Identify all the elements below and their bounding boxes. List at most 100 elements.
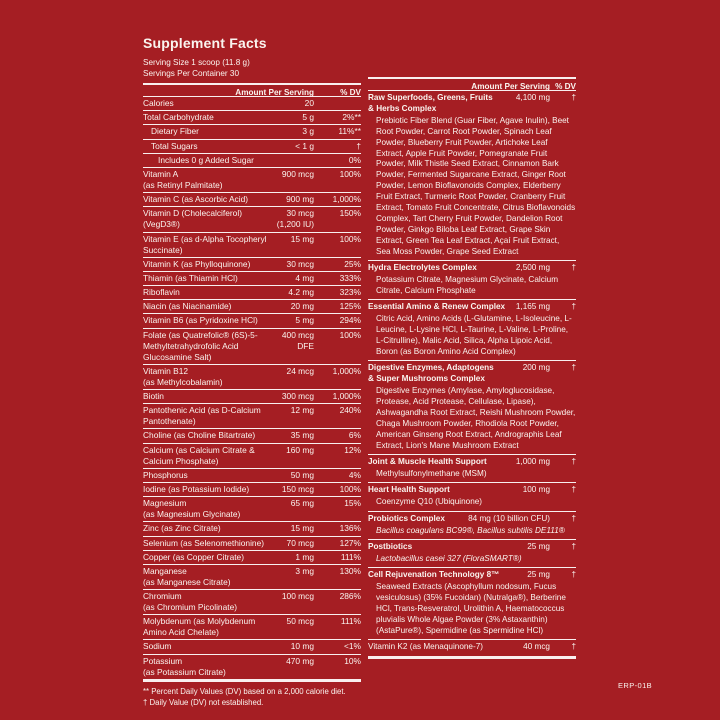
nutrient-row: Vitamin C (as Ascorbic Acid) 900 mg 1,00… [143,193,361,208]
serving-info: Serving Size 1 scoop (11.8 g) Servings P… [143,57,361,79]
nutrient-row: Folate (as Quatrefolic® (6S)-5- Methylte… [143,329,361,365]
nutrient-name: Phosphorus [143,469,188,480]
nutrient-amount: 3 g [302,126,314,137]
nutrient-name: Vitamin D (Cholecalciferol) (VegD3®) [143,208,242,230]
nutrient-name: Magnesium (as Magnesium Glycinate) [143,498,241,520]
nutrients-table-header: Amount Per Serving % DV [143,83,361,97]
nutrient-row: Dietary Fiber 3 g 11%** [143,125,361,140]
nutrient-name: Choline (as Choline Bitartrate) [143,430,256,441]
complex-row: Digestive Enzymes, Adaptogens & Super Mu… [368,361,576,456]
complex-name: Heart Health Support [368,485,450,495]
nutrient-row: Vitamin D (Cholecalciferol) (VegD3®) 30 … [143,207,361,233]
nutrient-dv: 323% [339,287,361,298]
nutrient-name: Total Sugars [151,140,198,151]
nutrient-name: Sodium [143,641,172,652]
nutrient-name: Biotin [143,391,164,401]
complex-name: Postbiotics [368,542,413,552]
nutrient-amount: 4.2 mg [288,287,314,298]
nutrient-name: Vitamin A (as Retinyl Palmitate) [143,168,223,190]
nutrient-dv: 130% [339,565,361,576]
nutrient-name: Dietary Fiber [151,126,199,137]
complexes-table: Amount Per Serving % DV Raw Superfoods, … [368,77,576,659]
complex-ingredients: Prebiotic Fiber Blend (Guar Fiber, Agave… [376,115,576,256]
nutrient-name: Riboflavin [143,287,180,298]
complex-amount: 4,100 mg [515,93,550,102]
complex-amount: 1,000 mg [515,457,550,467]
left-column: Supplement Facts Serving Size 1 scoop (1… [143,35,361,708]
nutrient-dv: 12% [344,444,361,455]
nutrient-name: Calories [143,98,174,108]
nutrient-row: Selenium (as Selenomethionine) 70 mcg 12… [143,537,361,551]
nutrient-name: Molybdenum (as Molybdenum Amino Acid Che… [143,616,256,638]
complex-dv: † [571,513,576,523]
nutrient-row: Total Carbohydrate 5 g 2%** [143,111,361,126]
nutrient-amount: 400 mcg DFE [281,329,314,351]
nutrient-name: Pantothenic Acid (as D-Calcium Pantothen… [143,405,261,427]
nutrient-amount: 900 mcg [281,168,314,179]
complex-row: Essential Amino & Renew Complex 1,165 mg… [368,300,576,362]
nutrient-row: Biotin 300 mcg 1,000% [143,390,361,405]
nutrient-row: Phosphorus 50 mg 4% [143,469,361,483]
nutrient-dv: 240% [339,405,361,416]
nutrient-row: Total Sugars < 1 g † [143,140,361,154]
nutrient-row: Copper (as Copper Citrate) 1 mg 111% [143,551,361,565]
nutrient-name: Total Carbohydrate [143,112,214,123]
nutrient-row: Vitamin B12 (as Methylcobalamin) 24 mcg … [143,365,361,390]
nutrient-dv: 100% [339,233,361,244]
complex-name: Joint & Muscle Health Support [368,457,487,467]
complex-name: Probiotics Complex [368,513,445,523]
nutrient-row: Vitamin B6 (as Pyridoxine HCl) 5 mg 294% [143,314,361,329]
complex-dv: † [571,570,576,580]
nutrient-row: Choline (as Choline Bitartrate) 35 mg 6% [143,429,361,444]
nutrient-amount: 150 mcg [281,483,314,494]
complex-ingredients: Lactobacillus casei 327 (FloraSMART®) [376,553,522,563]
nutrient-name: Niacin (as Niacinamide) [143,301,232,312]
nutrient-dv: 294% [339,315,361,326]
complex-name: Vitamin K2 (as Menaquinone-7) [368,642,483,652]
complex-ingredients: Bacillus coagulans BC99®, Bacillus subti… [376,525,565,535]
nutrient-amount: 24 mcg [286,365,314,376]
nutrient-dv: 100% [339,329,361,340]
nutrient-amount: 50 mg [290,469,314,480]
complex-amount: 2,500 mg [515,263,550,273]
nutrient-amount: 65 mg [290,498,314,509]
complex-row-header: Postbiotics 25 mg † [368,542,576,553]
complex-row: Joint & Muscle Health Support 1,000 mg †… [368,455,576,484]
footnote-dagger: † Daily Value (DV) not established. [143,697,264,707]
nutrient-dv: 125% [339,301,361,312]
nutrient-dv: 127% [339,537,361,548]
nutrient-dv: 150% [339,208,361,219]
nutrient-row: Calcium (as Calcium Citrate & Calcium Ph… [143,444,361,469]
column-header-percent-dv: % DV [340,87,361,97]
nutrient-name: Iodine (as Potassium Iodide) [143,483,250,494]
complex-row: Hydra Electrolytes Complex 2,500 mg † Po… [368,261,576,301]
nutrients-table: Amount Per Serving % DV Calories 20 Tota… [143,83,361,682]
nutrient-row: Includes 0 g Added Sugar 0% [143,154,361,168]
nutrient-row: Vitamin E (as d-Alpha Tocopheryl Succina… [143,233,361,258]
nutrient-row: Manganese (as Manganese Citrate) 3 mg 13… [143,565,361,591]
nutrient-row: Potassium (as Potassium Citrate) 470 mg … [143,655,361,679]
nutrient-row: Thiamin (as Thiamin HCl) 4 mg 333% [143,272,361,287]
supplement-facts-title: Supplement Facts [143,35,267,51]
nutrient-name: Vitamin C (as Ascorbic Acid) [143,194,249,205]
complex-row-header: Hydra Electrolytes Complex 2,500 mg † [368,263,576,274]
nutrients-table-rows: Calories 20 Total Carbohydrate 5 g 2%** … [143,97,361,679]
complex-row-header: Heart Health Support 100 mg † [368,485,576,496]
complexes-table-header: Amount Per Serving % DV [368,77,576,91]
nutrient-name: Copper (as Copper Citrate) [143,551,245,562]
nutrient-name: Vitamin E (as d-Alpha Tocopheryl Succina… [143,233,267,255]
nutrient-dv: <1% [344,641,361,652]
nutrient-amount: 300 mcg [281,391,314,401]
nutrient-amount: 470 mg [286,655,314,666]
complex-dv: † [571,93,576,102]
nutrient-row: Molybdenum (as Molybdenum Amino Acid Che… [143,615,361,641]
nutrient-name: Thiamin (as Thiamin HCl) [143,272,238,283]
column-header-amount-per-serving: Amount Per Serving [471,81,550,91]
nutrient-amount: < 1 g [295,140,314,151]
column-header-percent-dv: % DV [555,81,576,91]
complex-ingredients: Coenzyme Q10 (Ubiquinone) [376,497,483,507]
complexes-table-rows: Raw Superfoods, Greens, Fruits & Herbs C… [368,91,576,656]
complex-amount: 84 mg (10 billion CFU) [468,513,550,523]
nutrient-dv: 1,000% [332,391,361,401]
nutrient-row: Riboflavin 4.2 mg 323% [143,286,361,301]
